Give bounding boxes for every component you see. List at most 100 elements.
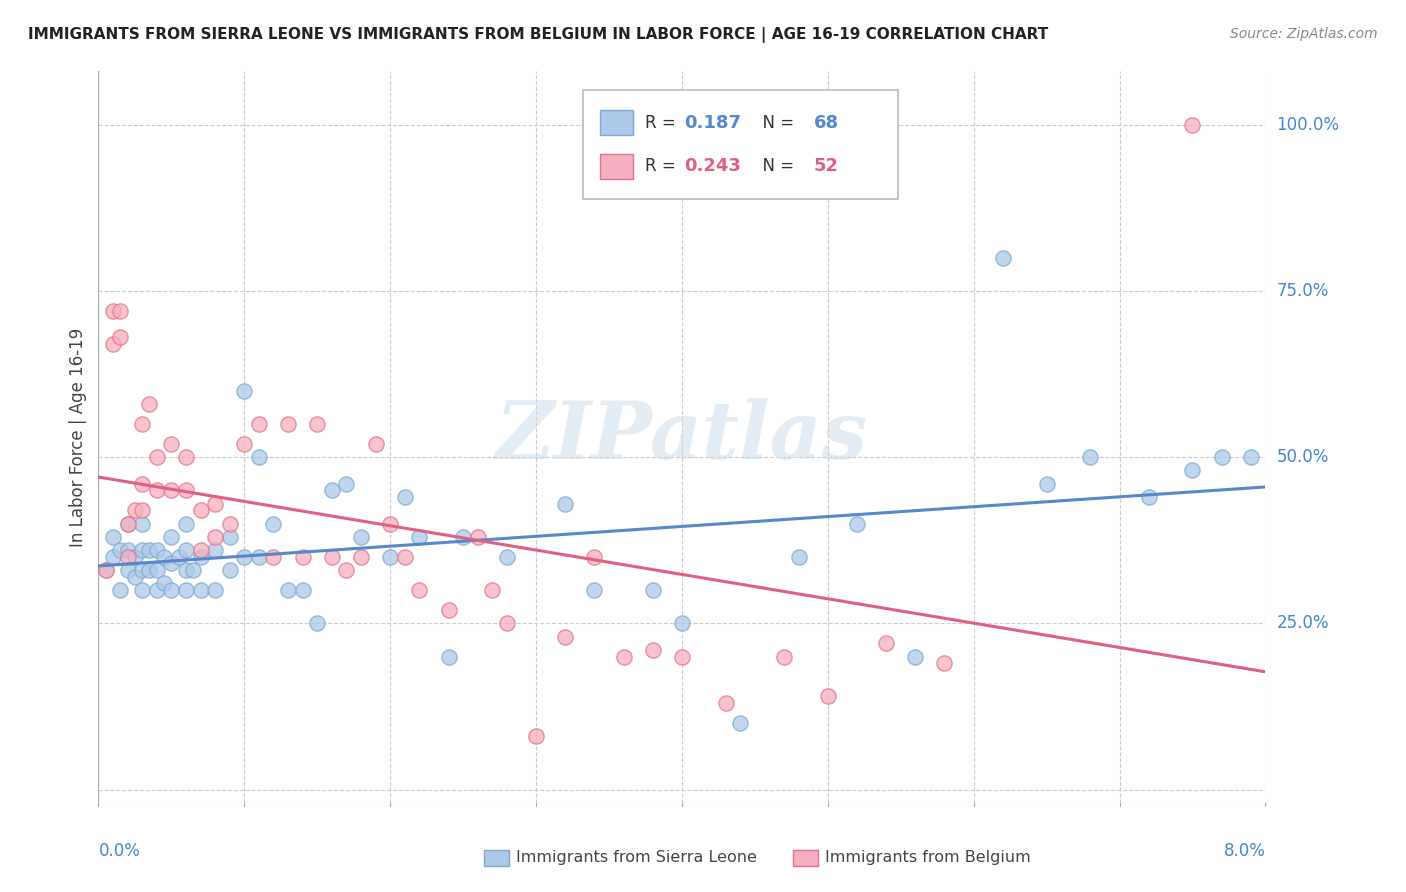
Point [174, 563, 197, 577]
Point [101, 549, 124, 564]
Text: 0.243: 0.243 [685, 158, 741, 176]
Point [218, 516, 240, 531]
Point [160, 582, 183, 597]
Point [247, 417, 270, 431]
Point [117, 516, 139, 531]
Text: 50.0%: 50.0% [1277, 448, 1329, 466]
Point [437, 603, 460, 617]
Text: Immigrants from Belgium: Immigrants from Belgium [825, 850, 1031, 865]
Text: N =: N = [752, 113, 799, 131]
Point [1181, 463, 1204, 477]
Point [583, 549, 606, 564]
Point [174, 483, 197, 498]
Point [131, 516, 153, 531]
Point [1240, 450, 1263, 464]
FancyBboxPatch shape [793, 850, 818, 866]
Text: 52: 52 [814, 158, 839, 176]
Point [496, 616, 519, 631]
Point [496, 549, 519, 564]
Point [153, 576, 176, 591]
Point [174, 516, 197, 531]
Point [408, 582, 430, 597]
Point [671, 649, 693, 664]
Point [94, 563, 117, 577]
Point [190, 543, 212, 558]
Point [277, 582, 299, 597]
FancyBboxPatch shape [582, 90, 898, 200]
Text: Source: ZipAtlas.com: Source: ZipAtlas.com [1230, 27, 1378, 41]
Text: 0.0%: 0.0% [98, 842, 141, 860]
Point [321, 549, 343, 564]
Text: 0.187: 0.187 [685, 113, 741, 131]
Point [380, 516, 402, 531]
Point [394, 490, 416, 504]
Point [117, 516, 139, 531]
Point [671, 616, 693, 631]
Point [167, 549, 190, 564]
Point [174, 543, 197, 558]
Point [773, 649, 796, 664]
Point [394, 549, 416, 564]
Y-axis label: In Labor Force | Age 16-19: In Labor Force | Age 16-19 [69, 327, 87, 547]
Point [612, 649, 634, 664]
Point [218, 530, 240, 544]
Point [160, 483, 183, 498]
Point [181, 563, 204, 577]
Point [110, 543, 132, 558]
Point [131, 563, 153, 577]
Text: 68: 68 [814, 113, 839, 131]
Point [160, 557, 183, 571]
Point [204, 582, 226, 597]
Point [1137, 490, 1160, 504]
Point [730, 716, 752, 731]
Point [262, 549, 284, 564]
Point [554, 630, 576, 644]
Point [904, 649, 927, 664]
Point [335, 563, 357, 577]
Point [277, 417, 299, 431]
Text: 75.0%: 75.0% [1277, 282, 1329, 300]
Point [875, 636, 897, 650]
Text: Immigrants from Sierra Leone: Immigrants from Sierra Leone [516, 850, 756, 865]
FancyBboxPatch shape [600, 110, 633, 136]
Point [233, 549, 256, 564]
Point [117, 549, 139, 564]
Point [380, 549, 402, 564]
Point [307, 417, 329, 431]
Point [307, 616, 329, 631]
Point [101, 303, 124, 318]
Point [190, 582, 212, 597]
Point [817, 690, 839, 704]
Point [117, 543, 139, 558]
Point [124, 570, 146, 584]
Point [138, 563, 160, 577]
Point [138, 397, 160, 411]
Point [110, 303, 132, 318]
Point [554, 497, 576, 511]
Point [174, 450, 197, 464]
Point [146, 543, 169, 558]
Point [335, 476, 357, 491]
Point [131, 503, 153, 517]
Point [190, 503, 212, 517]
Point [291, 549, 314, 564]
Text: R =: R = [644, 113, 681, 131]
FancyBboxPatch shape [600, 153, 633, 179]
Point [110, 582, 132, 597]
Point [124, 549, 146, 564]
Point [364, 436, 387, 450]
Point [160, 436, 183, 450]
Point [350, 530, 373, 544]
Point [190, 549, 212, 564]
Point [138, 543, 160, 558]
Point [146, 450, 169, 464]
Point [218, 563, 240, 577]
Point [1080, 450, 1102, 464]
Point [233, 384, 256, 398]
Point [583, 582, 606, 597]
Point [233, 436, 256, 450]
Point [153, 549, 176, 564]
Text: ZIPatlas: ZIPatlas [496, 399, 868, 475]
Point [991, 251, 1014, 265]
Point [110, 330, 132, 344]
